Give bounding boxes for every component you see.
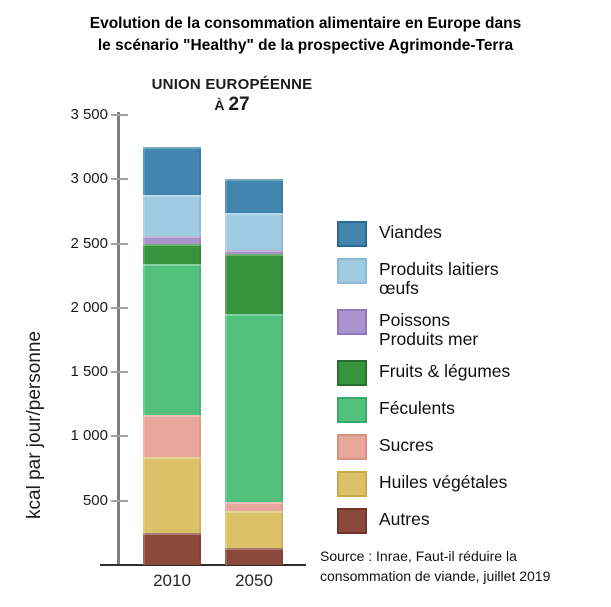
y-tick-3500 <box>111 114 128 116</box>
legend-swatch-icon <box>337 471 367 497</box>
segment-2050-poissons-produits-mer <box>225 250 283 254</box>
y-tick-500 <box>111 499 128 502</box>
bar-2050 <box>225 179 283 565</box>
legend-item-autres: Autres <box>337 508 510 534</box>
y-tick-1500 <box>111 371 128 374</box>
main-title-line1: Evolution de la consommation alimentaire… <box>89 15 522 32</box>
x-axis-line <box>100 564 306 566</box>
y-tick-2000 <box>111 306 128 309</box>
segment-2050-f-culents <box>225 314 283 503</box>
source-line1: Source : Inrae, Faut-il réduire la <box>320 548 517 564</box>
legend-label: Sucres <box>379 435 434 455</box>
legend-item-huiles-v-g-tales: Huiles végétales <box>337 471 510 497</box>
y-tick-label-3000: 3 000 <box>70 170 108 188</box>
segment-2010-sucres <box>143 414 201 458</box>
chart-subtitle-prefix: À <box>214 97 225 113</box>
legend-label: Produits laitiers œufs <box>379 259 499 298</box>
legend-swatch-icon <box>337 360 367 386</box>
legend-swatch-icon <box>337 434 367 460</box>
legend-label: Autres <box>379 509 430 529</box>
y-tick-label-1000: 1 000 <box>70 427 108 445</box>
legend-label: Féculents <box>379 398 455 418</box>
legend-item-fruits-l-gumes: Fruits & légumes <box>337 360 510 386</box>
y-axis-label: kcal par jour/personne <box>24 331 45 519</box>
x-label-2010: 2010 <box>153 571 191 590</box>
legend-item-produits-laitiers-ufs: Produits laitiers œufs <box>337 258 510 298</box>
source-line2: consommation de viande, juillet 2019 <box>320 568 551 584</box>
source-note: Source : Inrae, Faut-il réduire la conso… <box>320 546 550 586</box>
legend-item-poissons-produits-mer: Poissons Produits mer <box>337 309 510 349</box>
segment-2010-f-culents <box>143 264 201 415</box>
y-tick-label-500: 500 <box>82 491 108 509</box>
y-axis-line <box>117 112 120 566</box>
legend-swatch-icon <box>337 508 367 534</box>
legend-item-f-culents: Féculents <box>337 397 510 423</box>
segment-2010-autres <box>143 532 201 565</box>
legend-item-viandes: Viandes <box>337 221 510 247</box>
segment-2010-viandes <box>143 147 201 195</box>
legend-item-sucres: Sucres <box>337 434 510 460</box>
legend-label: Huiles végétales <box>379 472 508 492</box>
segment-2010-produits-laitiers-ufs <box>143 194 201 236</box>
segment-2050-fruits-l-gumes <box>225 253 283 315</box>
segment-2050-produits-laitiers-ufs <box>225 212 283 251</box>
segment-2050-autres <box>225 548 283 565</box>
y-tick-label-1500: 1 500 <box>70 363 108 381</box>
main-title-line2: le scénario "Healthy" de la prospective … <box>97 37 514 54</box>
segment-2050-huiles-v-g-tales <box>225 511 283 549</box>
legend-swatch-icon <box>337 397 367 423</box>
x-label-2050: 2050 <box>235 571 273 590</box>
legend-swatch-icon <box>337 309 367 335</box>
legend-swatch-icon <box>337 258 367 284</box>
legend-label: Poissons Produits mer <box>379 310 479 349</box>
segment-2010-poissons-produits-mer <box>143 235 201 244</box>
y-tick-2500 <box>111 242 128 245</box>
bar-2010 <box>143 147 201 565</box>
legend: Viandes Produits laitiers œufs Poissons Pr… <box>337 221 510 534</box>
segment-2050-viandes <box>225 179 283 213</box>
y-tick-1000 <box>111 435 128 438</box>
segment-2010-fruits-l-gumes <box>143 243 201 265</box>
y-tick-3000 <box>111 178 128 181</box>
main-title: Evolution de la consommation alimentaire… <box>0 13 611 57</box>
segment-2050-sucres <box>225 502 283 512</box>
chart-subtitle-line1: UNION EUROPÉENNE <box>151 76 313 93</box>
y-tick-label-2500: 2 500 <box>70 234 108 252</box>
chart-subtitle-line2: À 27 <box>122 94 342 116</box>
chart-subtitle: UNION EUROPÉENNE À 27 <box>122 76 342 116</box>
legend-label: Viandes <box>379 222 442 242</box>
segment-2010-huiles-v-g-tales <box>143 457 201 533</box>
y-tick-label-2000: 2 000 <box>70 298 108 316</box>
legend-label: Fruits & légumes <box>379 361 511 381</box>
y-tick-label-3500: 3 500 <box>70 106 108 123</box>
chart-subtitle-number: 27 <box>228 94 250 115</box>
legend-swatch-icon <box>337 221 367 247</box>
